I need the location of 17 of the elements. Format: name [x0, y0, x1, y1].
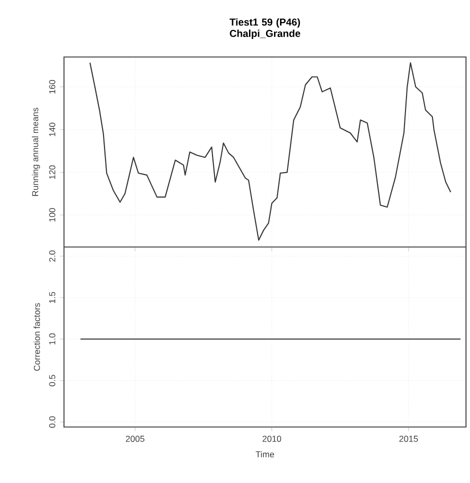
y-axis-title: Correction factors — [34, 303, 40, 371]
line-series — [89, 62, 452, 241]
y-tick-label: 2.0 — [49, 250, 56, 262]
x-tick-label: 2005 — [126, 436, 144, 442]
x-tick-label: 2010 — [262, 436, 282, 442]
y-axis-title: Running annual means — [32, 108, 40, 196]
y-tick-label: 160 — [49, 80, 56, 94]
y-tick-label: 120 — [49, 165, 56, 179]
y-tick-label: 0.0 — [49, 416, 56, 428]
chart-title: Tiest1 59 (P46) Chalpi_Grande — [230, 18, 300, 39]
y-tick-label: 100 — [49, 208, 56, 222]
y-tick-label: 0.5 — [49, 374, 56, 386]
y-tick-label: 140 — [49, 122, 56, 136]
x-tick-label: 2015 — [399, 436, 418, 442]
y-tick-label: 1.0 — [49, 333, 56, 344]
x-axis-title: Time — [256, 451, 274, 458]
y-tick-label: 1.5 — [49, 292, 56, 303]
